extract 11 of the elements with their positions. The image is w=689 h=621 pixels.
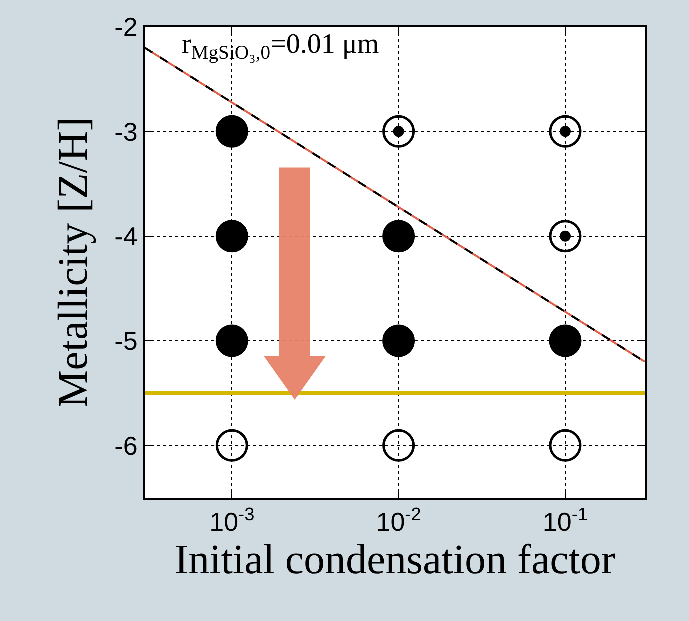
y-tick-label: -5 [114, 326, 138, 356]
x-tick-label: 10$^{-3}$ [210, 504, 255, 538]
y-tick-label: -3 [114, 116, 138, 147]
x-tick-label: 10$^{-2}$ [376, 504, 422, 538]
y-tick-label: -4 [114, 221, 138, 252]
y-tick-label: -6 [114, 430, 138, 461]
x-tick-label: 10$^{-1}$ [542, 504, 588, 538]
x-axis-title: Initial condensation factor [174, 538, 616, 584]
y-axis-title: Metallicity [Z/H] [50, 117, 97, 408]
annotation: r$_{MgSiO₃,0}$=0.01 μm [182, 29, 380, 64]
y-tick-label: -2 [114, 12, 138, 42]
